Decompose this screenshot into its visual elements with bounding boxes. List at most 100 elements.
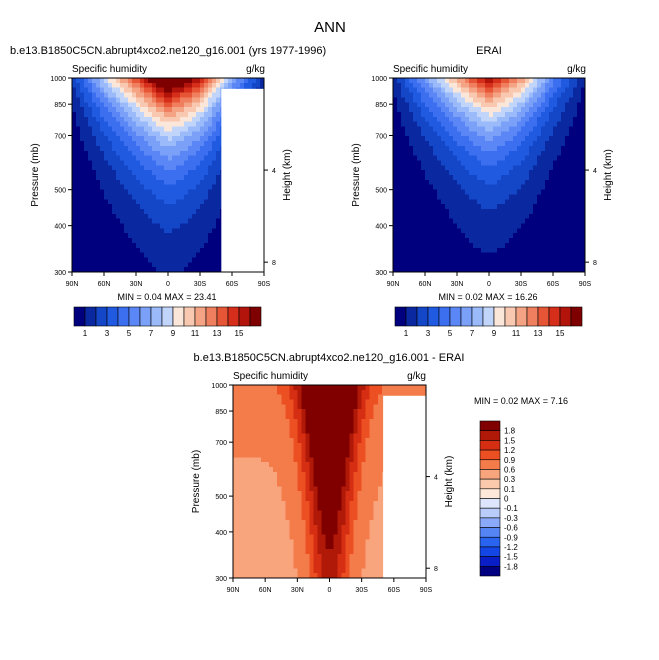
field-cell [457, 145, 462, 152]
field-cell [569, 141, 574, 147]
field-cell [469, 92, 474, 98]
colorbar-box [460, 306, 473, 327]
field-cell [405, 233, 410, 239]
field-cell [405, 150, 410, 156]
field-cell [301, 476, 306, 482]
field-cell [168, 165, 173, 171]
field-cell [345, 409, 350, 415]
field-cell [196, 267, 201, 273]
field-cell [557, 228, 562, 234]
field-cell [409, 165, 414, 171]
field-cell [112, 136, 117, 142]
field-cell [317, 394, 322, 400]
field-cell [188, 204, 193, 210]
field-cell [112, 175, 117, 181]
field-cell [92, 145, 97, 152]
field-cell [365, 438, 371, 444]
field-cell [493, 78, 498, 84]
field-cell [128, 107, 133, 113]
field-cell [112, 82, 117, 89]
field-cell [393, 175, 398, 181]
field-cell [76, 175, 81, 181]
field-cell [481, 189, 486, 195]
field-cell [116, 131, 121, 137]
field-cell [88, 131, 93, 137]
field-cell [120, 165, 125, 171]
field-cell [413, 184, 418, 190]
field-cell [505, 238, 510, 244]
field-cell [345, 385, 350, 391]
field-cell [253, 471, 258, 478]
field-cell [333, 423, 338, 429]
field-cell [561, 107, 566, 113]
field-cell [437, 184, 442, 190]
field-cell [265, 418, 270, 424]
field-cell [333, 399, 338, 405]
field-cell [481, 194, 486, 200]
field-cell [417, 175, 422, 181]
field-cell [557, 252, 562, 258]
field-cell [305, 457, 310, 463]
field-cell [120, 141, 125, 147]
field-cell [96, 87, 101, 93]
x-tick-label: 90N [387, 281, 400, 288]
field-cell [577, 189, 582, 195]
field-cell [120, 189, 125, 195]
field-cell [144, 126, 149, 132]
field-cell [445, 141, 450, 147]
field-cell [297, 452, 302, 458]
field-cell [545, 141, 550, 147]
field-cell [565, 150, 570, 156]
field-cell [537, 179, 542, 186]
field-cell [437, 121, 442, 127]
field-cell [517, 170, 522, 176]
field-cell [152, 194, 157, 200]
field-cell [192, 145, 197, 152]
field-cell [136, 218, 141, 224]
field-cell [84, 199, 89, 205]
field-cell [461, 184, 466, 190]
field-cell [108, 121, 113, 127]
field-cell [104, 208, 109, 215]
field-cell [417, 92, 422, 98]
field-cell [373, 389, 379, 396]
field-cell [485, 160, 490, 166]
field-cell [96, 238, 101, 244]
field-cell [461, 102, 466, 108]
field-cell [537, 199, 542, 205]
field-cell [152, 228, 157, 234]
field-cell [449, 228, 454, 234]
field-cell [557, 97, 562, 103]
field-cell [553, 223, 558, 229]
field-cell [473, 247, 478, 253]
field-cell [493, 165, 498, 171]
field-cell [505, 194, 510, 200]
field-cell [112, 121, 117, 127]
field-cell [257, 481, 262, 487]
field-cell [136, 179, 141, 186]
field-cell [301, 442, 306, 449]
field-cell [545, 267, 550, 273]
field-cell [285, 389, 290, 396]
field-cell [565, 262, 570, 268]
field-cell [489, 267, 494, 273]
field-cell [569, 218, 574, 224]
panel-difference-variable-label: Specific humidity [233, 371, 308, 382]
field-cell [257, 404, 262, 410]
field-cell [176, 189, 181, 195]
field-cell [301, 457, 306, 463]
field-cell [545, 121, 550, 127]
field-cell [184, 150, 189, 156]
field-cell [72, 136, 77, 142]
field-cell [228, 78, 233, 84]
field-cell [216, 175, 221, 181]
field-cell [461, 87, 466, 93]
field-cell [397, 160, 402, 166]
field-cell [120, 238, 125, 244]
field-cell [237, 486, 242, 492]
field-cell [112, 160, 117, 166]
field-cell [445, 160, 450, 166]
field-cell [329, 385, 334, 391]
field-cell [204, 92, 209, 98]
field-cell [140, 165, 145, 171]
